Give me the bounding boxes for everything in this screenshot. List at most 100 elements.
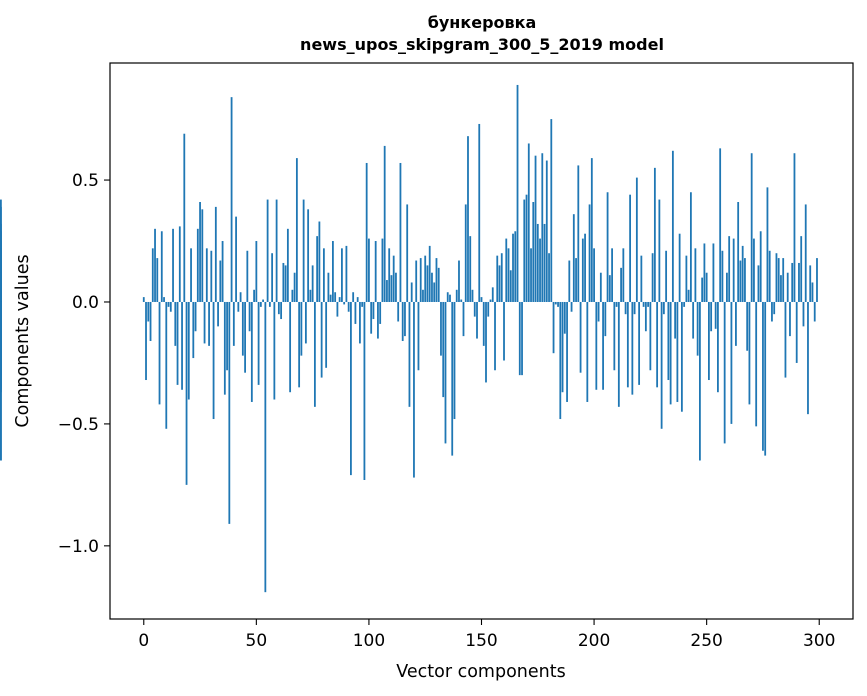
bar [341, 248, 343, 302]
bar [451, 301, 454, 456]
bar [800, 236, 803, 302]
bar [816, 258, 818, 302]
bar [280, 301, 283, 320]
bar [728, 236, 731, 302]
bar [377, 301, 379, 339]
bar [525, 194, 528, 302]
bar [147, 301, 150, 322]
bar [674, 301, 677, 339]
bar [480, 297, 483, 302]
bar [163, 297, 165, 302]
bar [374, 241, 377, 302]
bar [410, 282, 413, 302]
bar [777, 258, 780, 302]
bar [739, 260, 742, 302]
bar [689, 192, 692, 302]
bar [356, 297, 359, 302]
bar [726, 272, 728, 302]
bar [194, 301, 197, 332]
bar [196, 228, 199, 302]
bar [703, 243, 706, 302]
bar [516, 84, 519, 302]
bar [507, 248, 510, 302]
bar [807, 301, 809, 415]
bar [530, 248, 532, 302]
bar [266, 199, 269, 302]
bar [401, 301, 404, 341]
x-tick-label: 100 [353, 631, 385, 651]
bar [282, 262, 285, 302]
bar [455, 289, 458, 302]
bar [613, 301, 616, 371]
y-tick-label: 0.0 [72, 293, 99, 313]
bar [239, 292, 242, 302]
bar [244, 301, 246, 373]
bar [505, 238, 508, 302]
bar [590, 158, 593, 302]
x-tick-label: 300 [803, 631, 835, 651]
bar [417, 301, 420, 371]
bar [572, 214, 575, 302]
bar [253, 289, 255, 302]
bar [386, 280, 388, 302]
bar [543, 223, 546, 302]
bar [365, 162, 368, 302]
bar [665, 250, 668, 302]
bar [793, 153, 796, 302]
bar [368, 238, 370, 302]
bar [692, 301, 695, 339]
bar [545, 160, 548, 302]
bar [780, 275, 782, 302]
bar [759, 231, 762, 302]
bar [187, 301, 190, 400]
bar [257, 301, 260, 385]
bar [694, 248, 697, 302]
bar [624, 301, 627, 315]
bar [383, 145, 386, 302]
bar [327, 272, 330, 302]
bar [579, 301, 582, 373]
bar [671, 150, 674, 302]
bar [462, 301, 465, 337]
bar [219, 260, 222, 302]
bar [667, 301, 670, 381]
bar [642, 301, 645, 307]
bar [521, 301, 523, 376]
bar [406, 204, 409, 302]
bar [802, 301, 805, 327]
bar [300, 301, 303, 356]
bar [352, 292, 355, 302]
bar [291, 289, 294, 302]
bar [471, 289, 474, 302]
bar [286, 228, 289, 302]
bar [246, 250, 249, 302]
bar [350, 301, 352, 476]
bar [534, 155, 537, 302]
bar [176, 301, 179, 385]
bar [203, 301, 206, 344]
bar [755, 301, 758, 427]
bar [485, 301, 487, 383]
bar [295, 158, 298, 302]
bar [512, 233, 514, 302]
bar [559, 301, 562, 420]
bar [192, 301, 195, 359]
bar [151, 248, 154, 302]
bar [557, 301, 559, 307]
bar [435, 258, 438, 302]
bar [413, 301, 415, 478]
bar [347, 301, 350, 312]
bar [235, 216, 237, 302]
bar [399, 162, 402, 302]
bar [768, 250, 771, 302]
bar [476, 301, 478, 339]
bar [683, 301, 686, 307]
bar [606, 192, 609, 302]
bar [302, 199, 305, 302]
bar [329, 294, 332, 302]
bar [338, 297, 341, 302]
bar [458, 260, 460, 302]
bar [638, 301, 641, 385]
bar [232, 301, 235, 346]
bar [771, 301, 773, 322]
